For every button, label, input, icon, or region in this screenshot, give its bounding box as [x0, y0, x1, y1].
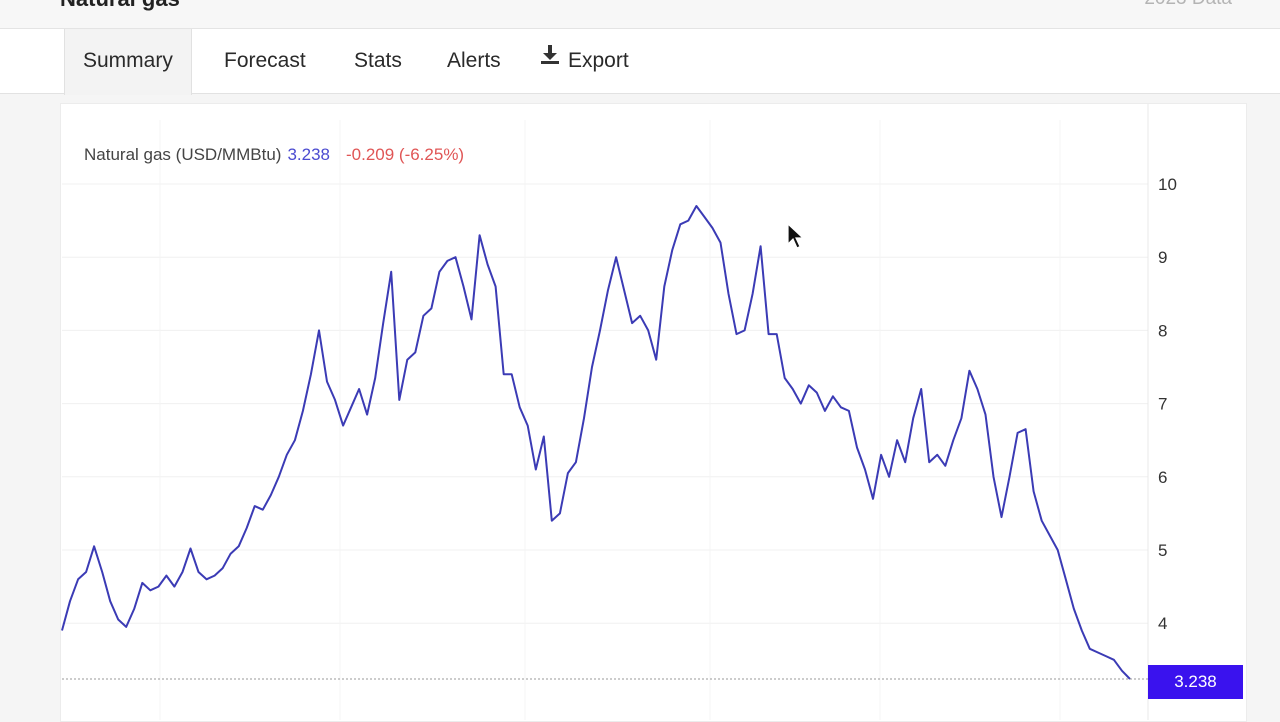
tab-summary-label: Summary	[83, 49, 173, 72]
export-button[interactable]: Export	[540, 29, 629, 93]
page-date: 2023 Data	[1144, 0, 1232, 10]
series-line	[61, 205, 1131, 680]
top-header: Natural gas 2023 Data	[0, 0, 1280, 29]
chart-grid	[62, 104, 1149, 720]
y-tick-label: 5	[1158, 541, 1167, 560]
tab-forecast-label: Forecast	[224, 49, 306, 72]
legend-change: -0.209 (-6.25%)	[345, 145, 465, 164]
legend-series-name: Natural gas (USD/MMBtu)	[84, 145, 282, 164]
chart-legend: Natural gas (USD/MMBtu) 3.238 -0.209 (-6.2…	[84, 145, 464, 165]
legend-price: 3.238	[287, 145, 330, 164]
tab-stats-label: Stats	[354, 49, 402, 72]
y-tick-label: 10	[1158, 175, 1177, 194]
page-title: Natural gas	[60, 0, 180, 12]
tab-summary[interactable]: Summary	[64, 29, 192, 95]
tab-alerts[interactable]: Alerts	[447, 29, 501, 93]
chart-card	[60, 103, 1247, 722]
tab-bar: Summary Forecast Stats Alerts Export	[0, 29, 1280, 95]
y-tick-label: 6	[1158, 468, 1167, 487]
tab-export-label: Export	[568, 49, 629, 72]
last-price-tag: 3.238	[1148, 665, 1243, 699]
y-tick-label: 9	[1158, 248, 1167, 267]
tab-alerts-label: Alerts	[447, 49, 501, 72]
download-icon	[540, 26, 560, 90]
tab-forecast[interactable]: Forecast	[224, 29, 306, 93]
y-tick-label: 4	[1158, 614, 1167, 633]
y-tick-label: 7	[1158, 395, 1167, 414]
tab-stats[interactable]: Stats	[354, 29, 402, 93]
y-tick-label: 8	[1158, 321, 1167, 340]
y-axis-ticks: 10 9 8 7 6 5 4	[1158, 175, 1177, 633]
mouse-cursor-icon	[787, 223, 805, 249]
